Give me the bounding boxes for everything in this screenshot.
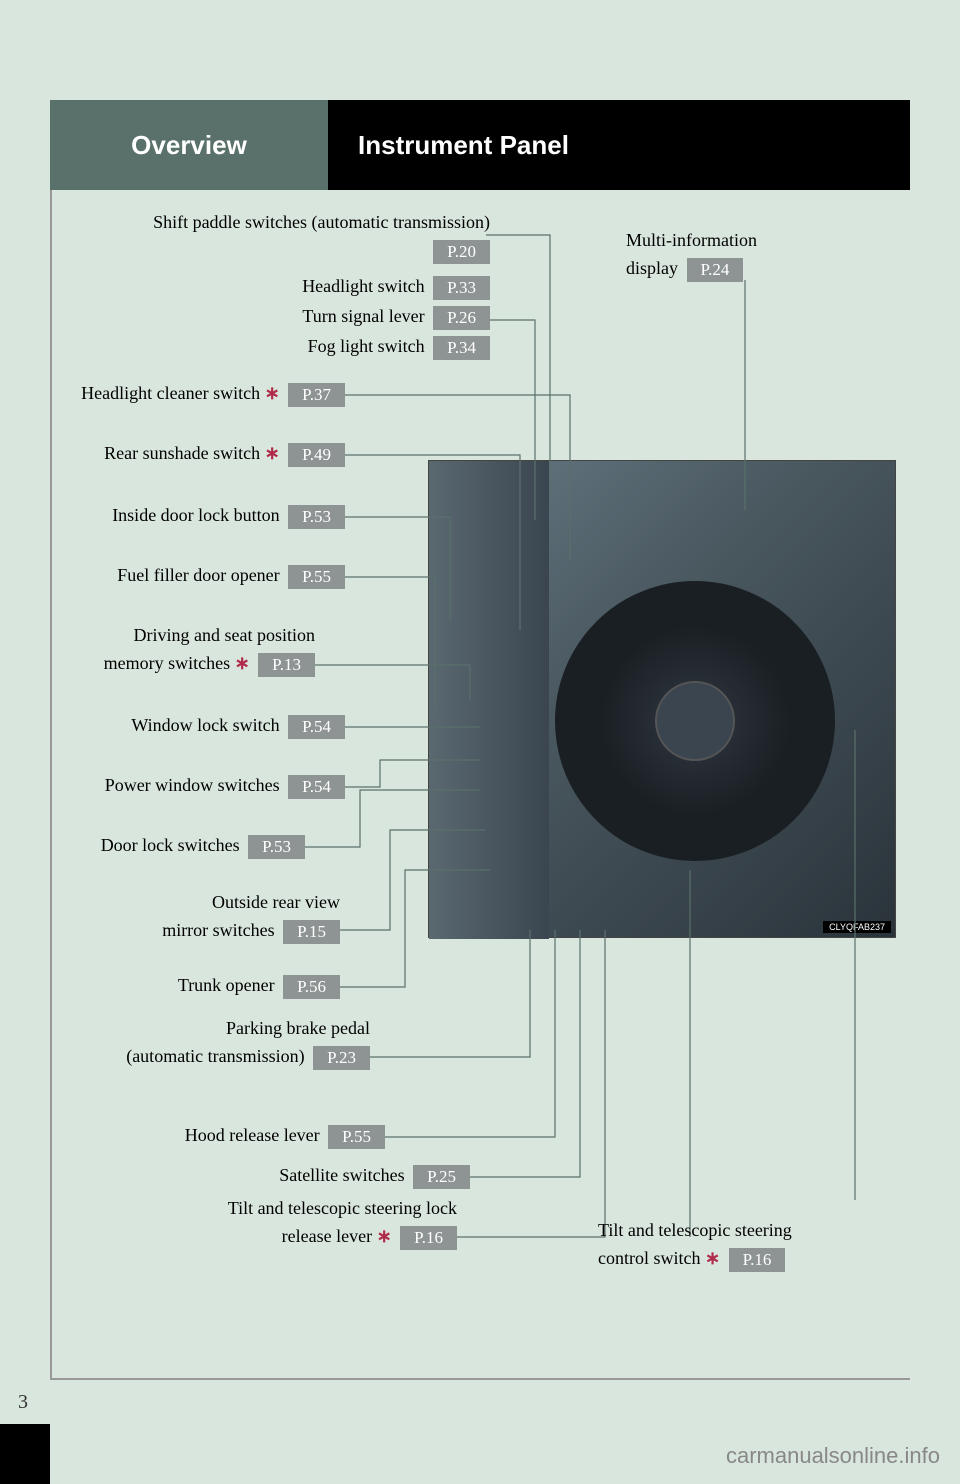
page-ref: P.55 [288,565,345,589]
callout-fog-light: Fog light switch P.34 [308,336,490,360]
callout-label: release lever [282,1226,372,1246]
callout-parking-brake-l2: (automatic transmission) P.23 [126,1046,370,1070]
page-ref: P.53 [288,505,345,529]
asterisk-icon: ∗ [235,653,250,673]
callout-seat-memory-l1: Driving and seat position [134,625,315,646]
page-ref: P.49 [288,443,345,467]
asterisk-icon: ∗ [705,1248,720,1268]
callout-tilt-control-l1: Tilt and telescopic steering [598,1220,792,1241]
callout-fuel-filler: Fuel filler door opener P.55 [117,565,345,589]
callout-label: memory switches [104,653,230,673]
page-ref: P.25 [413,1165,470,1189]
page-ref: P.56 [283,975,340,999]
callout-outside-mirror-l1: Outside rear view [212,892,340,913]
callout-label: Window lock switch [131,715,279,735]
callout-hood-release: Hood release lever P.55 [185,1125,385,1149]
callout-label: Multi-information [626,230,757,250]
page-ref: P.33 [433,276,490,300]
page-ref: P.20 [433,240,490,264]
callout-tilt-control-l2: control switch ∗ P.16 [598,1248,785,1272]
callout-window-lock: Window lock switch P.54 [131,715,345,739]
wheel-hub-graphic [655,681,735,761]
callout-tilt-lock-l2: release lever ∗ P.16 [282,1226,457,1250]
page-ref: P.34 [433,336,490,360]
callout-label: Inside door lock button [112,505,279,525]
callout-label: Tilt and telescopic steering [598,1220,792,1240]
page-ref: P.54 [288,775,345,799]
header-overview: Overview [50,100,328,190]
callout-label: Hood release lever [185,1125,320,1145]
page-ref: P.13 [258,653,315,677]
asterisk-icon: ∗ [377,1226,392,1246]
page-number-box [0,1424,50,1484]
dashboard-photo: CLYQFAB237 [428,460,896,938]
callout-turn-signal: Turn signal lever P.26 [302,306,490,330]
callout-label: Outside rear view [212,892,340,912]
page-ref: P.15 [283,920,340,944]
page-ref: P.24 [687,258,744,282]
callout-label: Driving and seat position [134,625,315,645]
page-ref: P.54 [288,715,345,739]
callout-shift-paddle-page: P.20 [429,240,490,264]
callout-outside-mirror-l2: mirror switches P.15 [162,920,340,944]
page-ref: P.37 [288,383,345,407]
callout-satellite: Satellite switches P.25 [279,1165,470,1189]
callout-label: Power window switches [105,775,280,795]
callout-label: display [626,258,678,278]
callout-label: Door lock switches [101,835,240,855]
header-title: Instrument Panel [328,100,910,190]
page-number: 3 [18,1391,28,1414]
callout-door-lock: Door lock switches P.53 [101,835,305,859]
content-area: CLYQFAB237 [50,190,910,1380]
callout-label: control switch [598,1248,700,1268]
steering-wheel-graphic [555,581,835,861]
callout-parking-brake-l1: Parking brake pedal [226,1018,370,1039]
callout-multi-info-l1: Multi-information [626,230,757,251]
watermark-text: carmanualsonline.info [726,1443,940,1469]
callout-label: Trunk opener [178,975,275,995]
page-ref: P.16 [400,1226,457,1250]
callout-inside-door-lock: Inside door lock button P.53 [112,505,345,529]
callout-label: Headlight switch [302,276,424,296]
page-ref: P.53 [248,835,305,859]
callout-label: Rear sunshade switch [104,443,260,463]
callout-trunk-opener: Trunk opener P.56 [178,975,340,999]
callout-label: Headlight cleaner switch [81,383,260,403]
callout-label: Shift paddle switches (automatic transmi… [153,212,490,232]
photo-code-label: CLYQFAB237 [823,921,891,933]
callout-label: (automatic transmission) [126,1046,304,1066]
asterisk-icon: ∗ [265,383,280,403]
callout-headlight-cleaner: Headlight cleaner switch ∗ P.37 [81,383,345,407]
callout-shift-paddle: Shift paddle switches (automatic transmi… [153,212,490,233]
callout-seat-memory-l2: memory switches ∗ P.13 [104,653,315,677]
callout-rear-sunshade: Rear sunshade switch ∗ P.49 [104,443,345,467]
page-ref: P.55 [328,1125,385,1149]
page-ref: P.23 [313,1046,370,1070]
callout-label: Turn signal lever [302,306,424,326]
door-panel-graphic [429,461,549,939]
callout-label: Satellite switches [279,1165,404,1185]
page-ref: P.16 [729,1248,786,1272]
callout-label: Fuel filler door opener [117,565,279,585]
asterisk-icon: ∗ [265,443,280,463]
callout-multi-info-l2: display P.24 [626,258,743,282]
callout-headlight-switch: Headlight switch P.33 [302,276,490,300]
callout-tilt-lock-l1: Tilt and telescopic steering lock [228,1198,457,1219]
callout-power-window: Power window switches P.54 [105,775,345,799]
page-header: Overview Instrument Panel [50,100,910,190]
callout-label: Parking brake pedal [226,1018,370,1038]
page-ref: P.26 [433,306,490,330]
callout-label: mirror switches [162,920,274,940]
callout-label: Fog light switch [308,336,425,356]
callout-label: Tilt and telescopic steering lock [228,1198,457,1218]
